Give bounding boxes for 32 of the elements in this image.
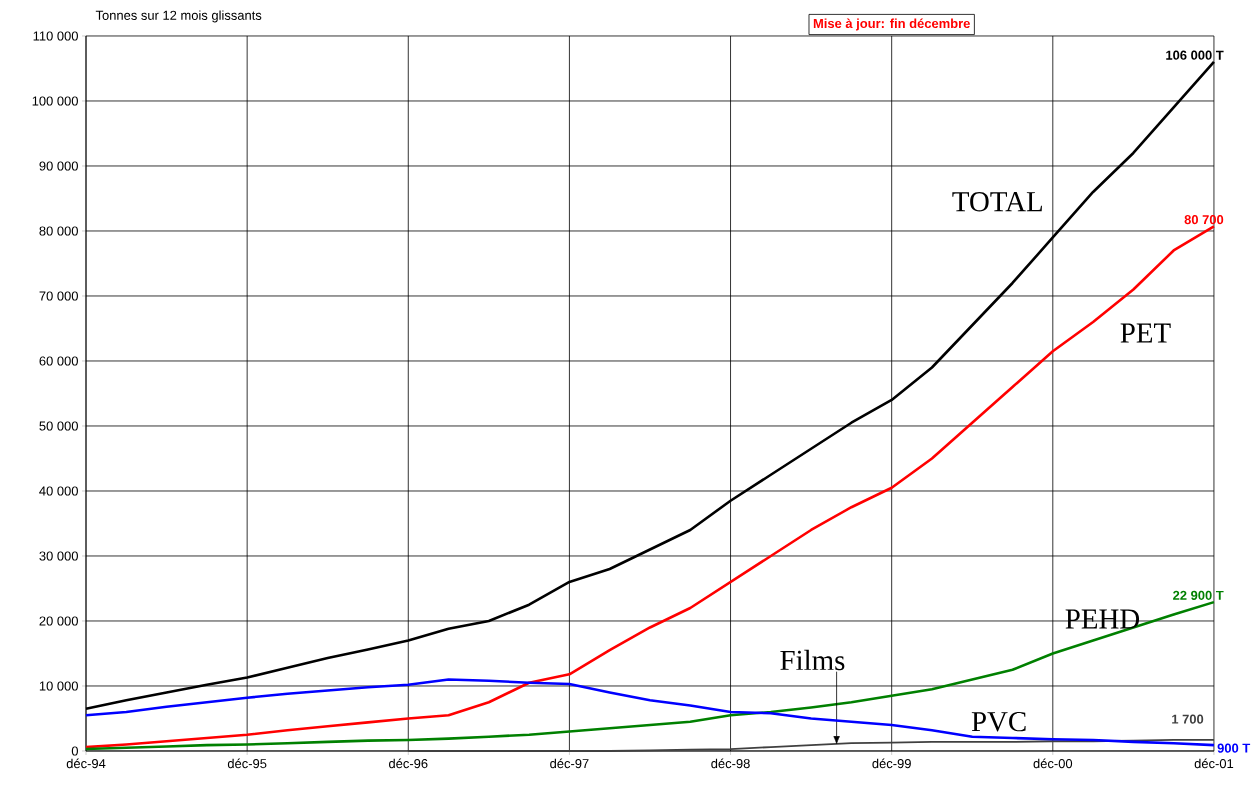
y-tick-label: 100 000 (32, 96, 78, 106)
y-tick-label: 110 000 (33, 31, 78, 41)
data-label: 900 T (1217, 743, 1251, 753)
y-tick-label: 10 000 (39, 681, 78, 691)
series-label: PVC (971, 711, 1026, 732)
y-tick-label: 40 000 (39, 486, 78, 496)
text: Films (780, 649, 845, 671)
text: Mise à jour: fin décembre (813, 18, 970, 31)
x-tick-label: déc-95 (227, 758, 267, 769)
data-label: 22 900 T (1173, 590, 1224, 600)
data-label: 1 700 (1172, 714, 1204, 724)
y-tick-label: 20 000 (39, 616, 78, 626)
y-tick-label: 60 000 (39, 356, 78, 366)
y-tick-label: 90 000 (39, 161, 78, 171)
data-label: 80 700 (1184, 215, 1224, 225)
y-tick-label: 80 000 (39, 226, 78, 236)
x-tick-label: déc-99 (872, 758, 911, 769)
x-tick-label: déc-94 (66, 758, 106, 769)
y-tick-label: 70 000 (39, 291, 78, 301)
y-axis-title: Tonnes sur 12 mois glissants (95, 10, 262, 23)
x-tick-label: déc-97 (550, 758, 589, 769)
x-tick-label: déc-00 (1033, 758, 1073, 769)
y-tick-label: 0 (71, 746, 78, 756)
series-label: PEHD (1065, 609, 1140, 629)
data-label: 106 000 T (1166, 50, 1224, 60)
x-tick-label: déc-96 (389, 758, 428, 769)
series-label: PET (1120, 323, 1171, 343)
y-tick-label: 30 000 (39, 551, 78, 561)
x-tick-label: déc-98 (711, 758, 750, 769)
x-tick-label: déc-01 (1194, 758, 1234, 769)
y-tick-label: 50 000 (39, 421, 78, 431)
series-label: TOTAL (952, 192, 1042, 212)
